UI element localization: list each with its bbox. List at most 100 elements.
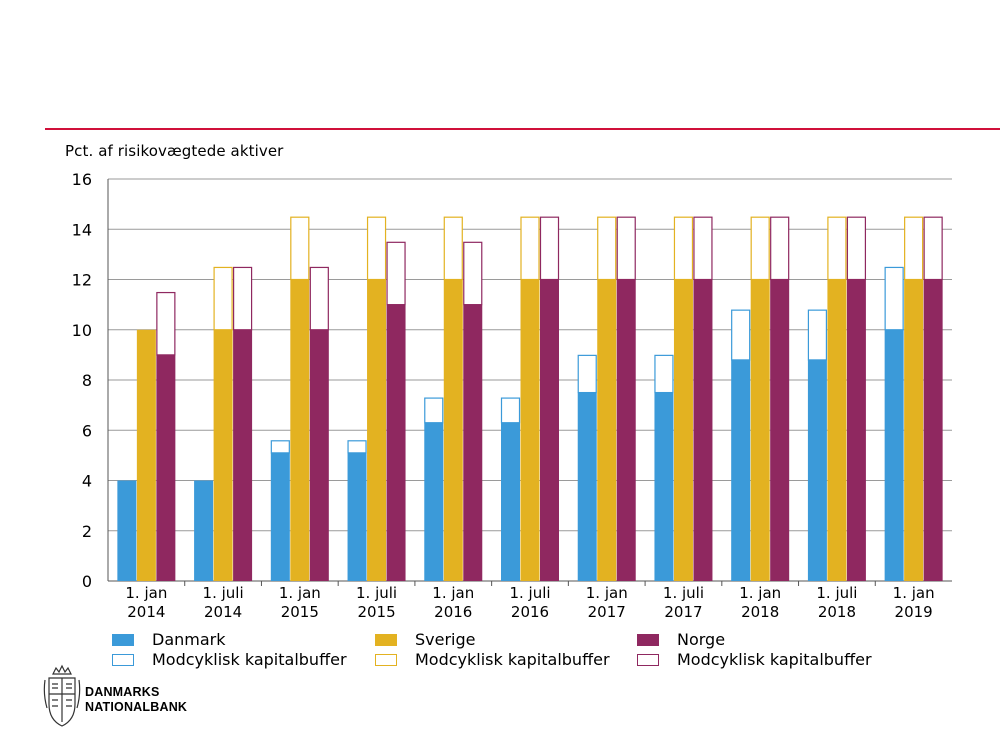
x-tick-label: 1. juli bbox=[663, 584, 704, 602]
y-tick-label: 6 bbox=[82, 421, 92, 440]
x-tick-label: 1. juli bbox=[509, 584, 550, 602]
bar-buffer-danmark bbox=[270, 440, 290, 454]
y-tick-label: 14 bbox=[72, 220, 92, 239]
x-tick-label: 1. jan bbox=[893, 584, 935, 602]
bar-danmark bbox=[194, 480, 214, 581]
bar-sverige bbox=[367, 279, 387, 581]
bar-buffer-norge bbox=[846, 216, 867, 281]
bar-danmark bbox=[807, 359, 827, 581]
bar-danmark bbox=[654, 392, 674, 581]
x-tick-label-year: 2014 bbox=[204, 603, 242, 621]
header-rule bbox=[45, 128, 1000, 130]
logo-wordmark: DANMARKS NATIONALBANK bbox=[85, 685, 187, 715]
bar-danmark bbox=[117, 480, 137, 581]
bar-buffer-norge bbox=[386, 241, 406, 306]
x-tick-label-year: 2015 bbox=[357, 603, 395, 621]
bar-norge bbox=[693, 279, 713, 581]
danmarks-nationalbank-logo: DANMARKS NATIONALBANK bbox=[43, 664, 203, 734]
bar-buffer-norge bbox=[156, 291, 176, 356]
y-tick-label: 0 bbox=[82, 572, 92, 591]
x-tick-label-year: 2019 bbox=[895, 603, 933, 621]
unit-label: Pct. af risikovægtede aktiver bbox=[65, 142, 284, 160]
bar-buffer-sverige bbox=[750, 216, 770, 281]
bar-buffer-danmark bbox=[654, 354, 674, 394]
bar-sverige bbox=[136, 329, 156, 581]
bar-buffer-norge bbox=[770, 216, 790, 281]
x-tick-label: 1. jan bbox=[586, 584, 628, 602]
bar-buffer-norge bbox=[463, 241, 483, 306]
x-tick-label-year: 2015 bbox=[281, 603, 319, 621]
bar-sverige bbox=[290, 279, 310, 581]
bar-danmark bbox=[424, 422, 444, 581]
bar-danmark bbox=[347, 452, 367, 581]
bar-danmark bbox=[577, 392, 597, 581]
x-tick-label-year: 2016 bbox=[511, 603, 549, 621]
bar-danmark bbox=[501, 422, 520, 581]
bar-norge bbox=[156, 354, 176, 581]
bar-buffer-sverige bbox=[673, 216, 694, 281]
bar-norge bbox=[309, 329, 329, 581]
bar-buffer-norge bbox=[923, 216, 943, 281]
x-tick-label: 1. jan bbox=[279, 584, 321, 602]
bar-buffer-sverige bbox=[827, 216, 847, 281]
x-tick-label: 1. jan bbox=[739, 584, 781, 602]
y-tick-label: 10 bbox=[72, 321, 92, 340]
y-tick-label: 16 bbox=[72, 170, 92, 189]
legend-label-sverige-buffer: Modcyklisk kapitalbuffer bbox=[415, 650, 610, 669]
x-tick-label-year: 2018 bbox=[741, 603, 779, 621]
bar-buffer-danmark bbox=[731, 309, 751, 361]
bar-buffer-danmark bbox=[500, 397, 521, 424]
x-tick-label-year: 2014 bbox=[127, 603, 165, 621]
bar-danmark bbox=[884, 329, 904, 581]
x-tick-label-year: 2016 bbox=[434, 603, 472, 621]
bar-buffer-danmark bbox=[884, 266, 904, 331]
bar-buffer-sverige bbox=[520, 216, 540, 281]
bar-norge bbox=[233, 329, 253, 581]
bar-buffer-sverige bbox=[290, 216, 310, 281]
legend-label-sverige: Sverige bbox=[415, 630, 476, 649]
legend-swatch-danmark bbox=[112, 634, 134, 646]
x-tick-label-year: 2018 bbox=[818, 603, 856, 621]
y-tick-label: 2 bbox=[82, 522, 92, 541]
legend-swatch-norge-buffer bbox=[637, 654, 659, 666]
bar-buffer-norge bbox=[539, 216, 560, 281]
coat-of-arms-icon bbox=[43, 664, 81, 727]
bar-buffer-danmark bbox=[807, 309, 828, 361]
x-tick-label: 1. juli bbox=[816, 584, 857, 602]
bar-sverige bbox=[827, 279, 847, 581]
x-tick-label: 1. jan bbox=[432, 584, 474, 602]
legend-swatch-sverige-buffer bbox=[375, 654, 397, 666]
legend-label-danmark: Danmark bbox=[152, 630, 226, 649]
bar-sverige bbox=[750, 279, 770, 581]
bar-buffer-sverige bbox=[213, 266, 233, 331]
bar-norge bbox=[770, 279, 790, 581]
bar-sverige bbox=[213, 329, 233, 581]
bar-sverige bbox=[904, 279, 924, 581]
bar-sverige bbox=[443, 279, 463, 581]
bar-danmark bbox=[270, 452, 290, 581]
y-tick-label: 4 bbox=[82, 472, 92, 491]
bar-buffer-norge bbox=[616, 216, 636, 281]
bar-sverige bbox=[597, 279, 617, 581]
bar-norge bbox=[386, 304, 406, 581]
bar-buffer-sverige bbox=[366, 216, 387, 281]
x-tick-label-year: 2017 bbox=[664, 603, 702, 621]
legend-swatch-sverige bbox=[375, 634, 397, 646]
bar-buffer-norge bbox=[309, 266, 329, 331]
bar-norge bbox=[540, 279, 559, 581]
bar-sverige bbox=[520, 279, 540, 581]
bar-norge bbox=[923, 279, 943, 581]
logo-line-1: DANMARKS bbox=[85, 685, 160, 699]
x-tick-label-year: 2017 bbox=[588, 603, 626, 621]
bar-buffer-norge bbox=[693, 216, 713, 281]
x-tick-label: 1. juli bbox=[203, 584, 244, 602]
legend-label-norge: Norge bbox=[677, 630, 726, 649]
bar-buffer-sverige bbox=[904, 216, 924, 281]
legend-swatch-norge bbox=[637, 634, 659, 646]
bar-buffer-danmark bbox=[577, 354, 597, 394]
bar-norge bbox=[616, 279, 636, 581]
bar-norge bbox=[463, 304, 483, 581]
bar-buffer-norge bbox=[232, 266, 253, 331]
bar-buffer-danmark bbox=[424, 397, 444, 424]
